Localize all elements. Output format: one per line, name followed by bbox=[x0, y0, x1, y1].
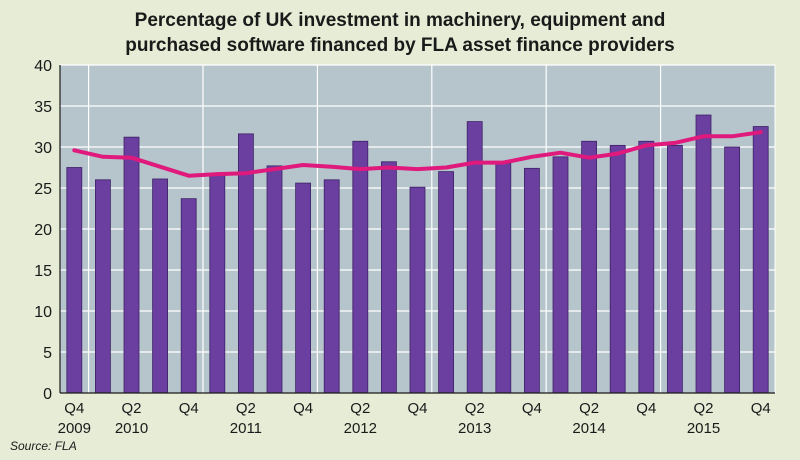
bar bbox=[180, 198, 197, 394]
y-tick-label: 30 bbox=[34, 140, 52, 157]
y-tick-label: 15 bbox=[34, 263, 52, 280]
bar bbox=[295, 182, 312, 394]
x-tick-label-quarter: Q4 bbox=[179, 400, 199, 417]
x-tick-label-quarter: Q2 bbox=[236, 400, 256, 417]
bar bbox=[209, 173, 226, 394]
bar bbox=[123, 136, 140, 394]
chart-title-line-2: purchased software financed by FLA asset… bbox=[125, 35, 675, 56]
bar bbox=[323, 179, 340, 394]
bar bbox=[724, 146, 740, 394]
bar bbox=[609, 144, 626, 394]
y-tick-label: 25 bbox=[34, 181, 52, 198]
x-tick-label-year: 2013 bbox=[458, 420, 491, 437]
x-tick-label-year: 2012 bbox=[344, 420, 377, 437]
x-tick-label-quarter: Q2 bbox=[121, 400, 141, 417]
y-tick-label: 20 bbox=[34, 222, 52, 239]
bar bbox=[380, 161, 397, 394]
bar bbox=[495, 162, 512, 394]
bar bbox=[95, 179, 111, 394]
bar bbox=[667, 144, 683, 394]
bar bbox=[409, 186, 426, 394]
bar bbox=[352, 140, 369, 394]
x-tick-label-quarter: Q2 bbox=[465, 400, 485, 417]
bar bbox=[524, 167, 540, 394]
bar bbox=[266, 165, 283, 394]
bar bbox=[152, 178, 169, 394]
x-tick-label-quarter: Q4 bbox=[751, 400, 771, 417]
x-tick-label-year: 2010 bbox=[115, 420, 148, 437]
y-tick-label: 10 bbox=[34, 304, 52, 321]
chart-title-line-1: Percentage of UK investment in machinery… bbox=[134, 10, 666, 31]
bar bbox=[638, 140, 655, 394]
line-series bbox=[72, 130, 763, 178]
x-tick-label-quarter: Q4 bbox=[407, 400, 427, 417]
x-tick-label-quarter: Q4 bbox=[636, 400, 656, 417]
x-tick-label-quarter: Q4 bbox=[64, 400, 84, 417]
x-tick-label-quarter: Q2 bbox=[693, 400, 713, 417]
y-tick-label: 0 bbox=[43, 386, 52, 403]
bar bbox=[552, 156, 569, 394]
x-tick-label-quarter: Q2 bbox=[350, 400, 370, 417]
source-note: Source: FLA bbox=[10, 439, 77, 453]
x-tick-label-quarter: Q4 bbox=[522, 400, 542, 417]
bar bbox=[581, 140, 597, 394]
x-tick-label-year: 2015 bbox=[687, 420, 720, 437]
chart-title: Percentage of UK investment in machinery… bbox=[0, 8, 800, 58]
bar bbox=[752, 126, 769, 394]
y-tick-label: 35 bbox=[34, 99, 52, 116]
x-tick-label-year: 2014 bbox=[572, 420, 605, 437]
y-tick-label: 5 bbox=[43, 345, 52, 362]
bar bbox=[695, 114, 712, 394]
y-tick-label: 40 bbox=[34, 58, 52, 75]
bar bbox=[438, 171, 455, 394]
x-tick-label-quarter: Q2 bbox=[579, 400, 599, 417]
bar bbox=[66, 167, 83, 394]
x-tick-label-year: 2011 bbox=[230, 420, 262, 437]
x-tick-label-year: 2009 bbox=[58, 420, 91, 437]
x-tick-label-quarter: Q4 bbox=[293, 400, 313, 417]
